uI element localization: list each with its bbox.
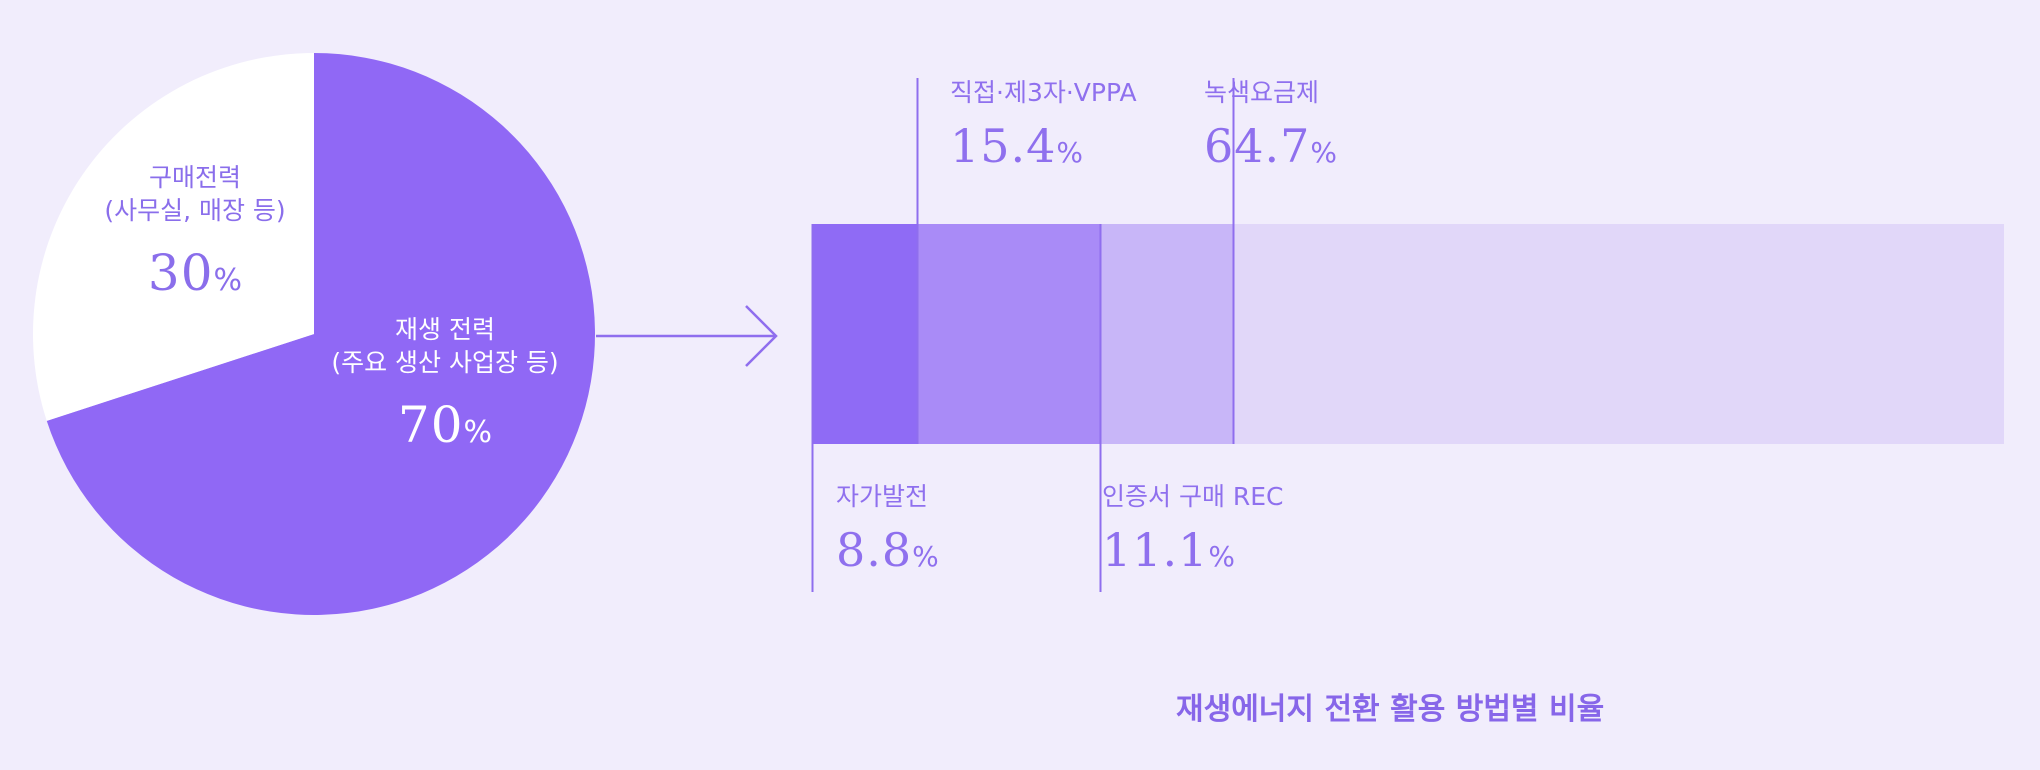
bar-segment-name: 인증서 구매 REC — [1102, 482, 1284, 511]
stacked-bar — [812, 224, 2004, 444]
leader-lines — [811, 78, 1235, 592]
bar-label-green-tariff: 녹색요금제 64.7% — [1204, 80, 1337, 169]
pie-slice-name: 재생 전력 — [395, 315, 495, 344]
value-unit: % — [912, 540, 939, 573]
pie-slice-subname: (주요 생산 사업장 등) — [331, 347, 559, 377]
chart-title: 재생에너지 전환 활용 방법별 비율 — [1176, 692, 1605, 727]
value-number: 70 — [397, 396, 464, 454]
bar-segment-1 — [916, 224, 1101, 444]
pie-slice-name: 구매전력 — [148, 163, 241, 192]
bar-segment-value: 11.1% — [1102, 527, 1284, 573]
value-unit: % — [213, 263, 243, 298]
bar-segment-value: 8.8% — [836, 527, 939, 573]
bar-segment-value: 15.4% — [950, 123, 1137, 169]
pie-slice-1 — [32, 53, 314, 421]
value-unit: % — [1208, 540, 1236, 573]
bar-segment-name: 자가발전 — [836, 482, 929, 511]
arrow-head — [745, 305, 778, 367]
pie-label-renewable-power: 재생 전력 (주요 생산 사업장 등) 70% — [300, 314, 590, 458]
bar-label-direct-ppa: 직접·제3자·VPPA 15.4% — [950, 80, 1137, 169]
bar-label-self-generation: 자가발전 8.8% — [836, 484, 939, 573]
bar-segment-name: 녹색요금제 — [1204, 78, 1320, 107]
pie-label-purchased-power: 구매전력 (사무실, 매장 등) 30% — [70, 162, 320, 306]
pie-slice-value: 30% — [70, 241, 320, 306]
bar-segment-value: 64.7% — [1204, 123, 1337, 169]
pie-slice-0 — [46, 53, 595, 616]
pie-chart — [32, 53, 595, 616]
bar-segment-name: 직접·제3자·VPPA — [950, 78, 1137, 107]
value-number: 64.7 — [1204, 119, 1311, 173]
value-number: 30 — [147, 244, 214, 302]
bar-segment-0 — [812, 224, 917, 444]
value-number: 15.4 — [950, 119, 1057, 173]
value-number: 8.8 — [836, 523, 913, 577]
pie-slice-value: 70% — [300, 393, 590, 458]
value-unit: % — [1310, 136, 1338, 169]
value-number: 11.1 — [1102, 523, 1209, 577]
pie-slice-subname: (사무실, 매장 등) — [104, 195, 286, 225]
value-unit: % — [1056, 136, 1084, 169]
bar-segment-2 — [1100, 224, 1233, 444]
flow-arrow — [596, 305, 778, 367]
bar-segment-3 — [1232, 224, 2004, 444]
bar-label-rec-purchase: 인증서 구매 REC 11.1% — [1102, 484, 1284, 573]
value-unit: % — [463, 415, 493, 450]
